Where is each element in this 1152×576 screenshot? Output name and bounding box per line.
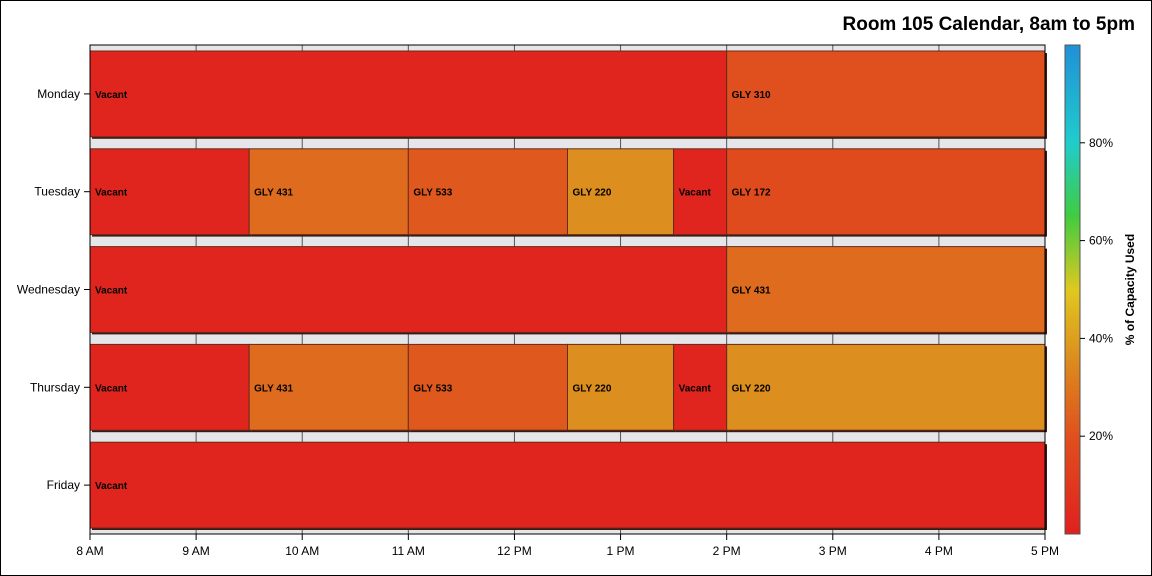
bar-segment (726, 246, 1046, 333)
bar-label: GLY 220 (573, 188, 612, 199)
bar-segment (89, 50, 728, 138)
bar-label: GLY 533 (413, 188, 452, 199)
y-tick-label: Thursday (30, 380, 80, 394)
bar-label: GLY 431 (732, 286, 771, 297)
y-tick-label: Monday (37, 87, 80, 101)
y-tick-label: Tuesday (34, 185, 80, 199)
x-tick-label: 3 PM (819, 544, 847, 558)
bar-segment (673, 148, 728, 236)
bar-segment (89, 148, 250, 236)
bar-segment (726, 343, 1046, 431)
colorbar-tick-label: 80% (1089, 136, 1113, 150)
bar-label: GLY 220 (573, 383, 612, 394)
x-tick-label: 11 AM (392, 544, 425, 558)
bar-label: GLY 431 (254, 188, 293, 199)
bar-segment (248, 343, 409, 431)
bar-segment (407, 343, 569, 431)
x-tick-label: 1 PM (607, 544, 635, 558)
bar-segment (567, 148, 675, 236)
x-tick-label: 12 PM (497, 544, 532, 558)
x-tick-label: 10 AM (285, 544, 319, 558)
bar-segment (726, 148, 1046, 236)
bar-label: GLY 220 (732, 383, 771, 394)
bar-label: GLY 172 (732, 188, 771, 199)
colorbar-tick-label: 60% (1089, 234, 1113, 248)
x-tick-label: 9 AM (182, 544, 209, 558)
x-tick-label: 8 AM (76, 544, 103, 558)
bar-label: Vacant (95, 90, 128, 101)
bar-segment (726, 50, 1046, 138)
bar-segment (673, 343, 728, 431)
bar-label: Vacant (95, 188, 128, 199)
bar-segment (567, 343, 675, 431)
bar-segment (407, 148, 569, 236)
x-tick-label: 2 PM (713, 544, 741, 558)
bar-label: GLY 431 (254, 383, 293, 394)
x-tick-label: 4 PM (925, 544, 953, 558)
x-tick-label: 5 PM (1031, 544, 1059, 558)
bar-label: GLY 310 (732, 90, 771, 101)
colorbar-tick-label: 20% (1089, 429, 1113, 443)
colorbar (1064, 44, 1081, 535)
bar-label: Vacant (679, 188, 712, 199)
colorbar-tick-label: 40% (1089, 331, 1113, 345)
bar-label: Vacant (95, 383, 128, 394)
bar-label: Vacant (95, 286, 128, 297)
bar-label: GLY 533 (413, 383, 452, 394)
bar-segment (89, 246, 728, 333)
y-tick-label: Wednesday (17, 283, 80, 297)
chart-title: Room 105 Calendar, 8am to 5pm (842, 14, 1136, 35)
bar-label: Vacant (679, 383, 712, 394)
bar-label: Vacant (95, 481, 128, 492)
y-tick-label: Friday (47, 478, 80, 492)
colorbar-title: % of Capacity Used (1123, 234, 1137, 345)
bar-segment (89, 441, 1046, 529)
